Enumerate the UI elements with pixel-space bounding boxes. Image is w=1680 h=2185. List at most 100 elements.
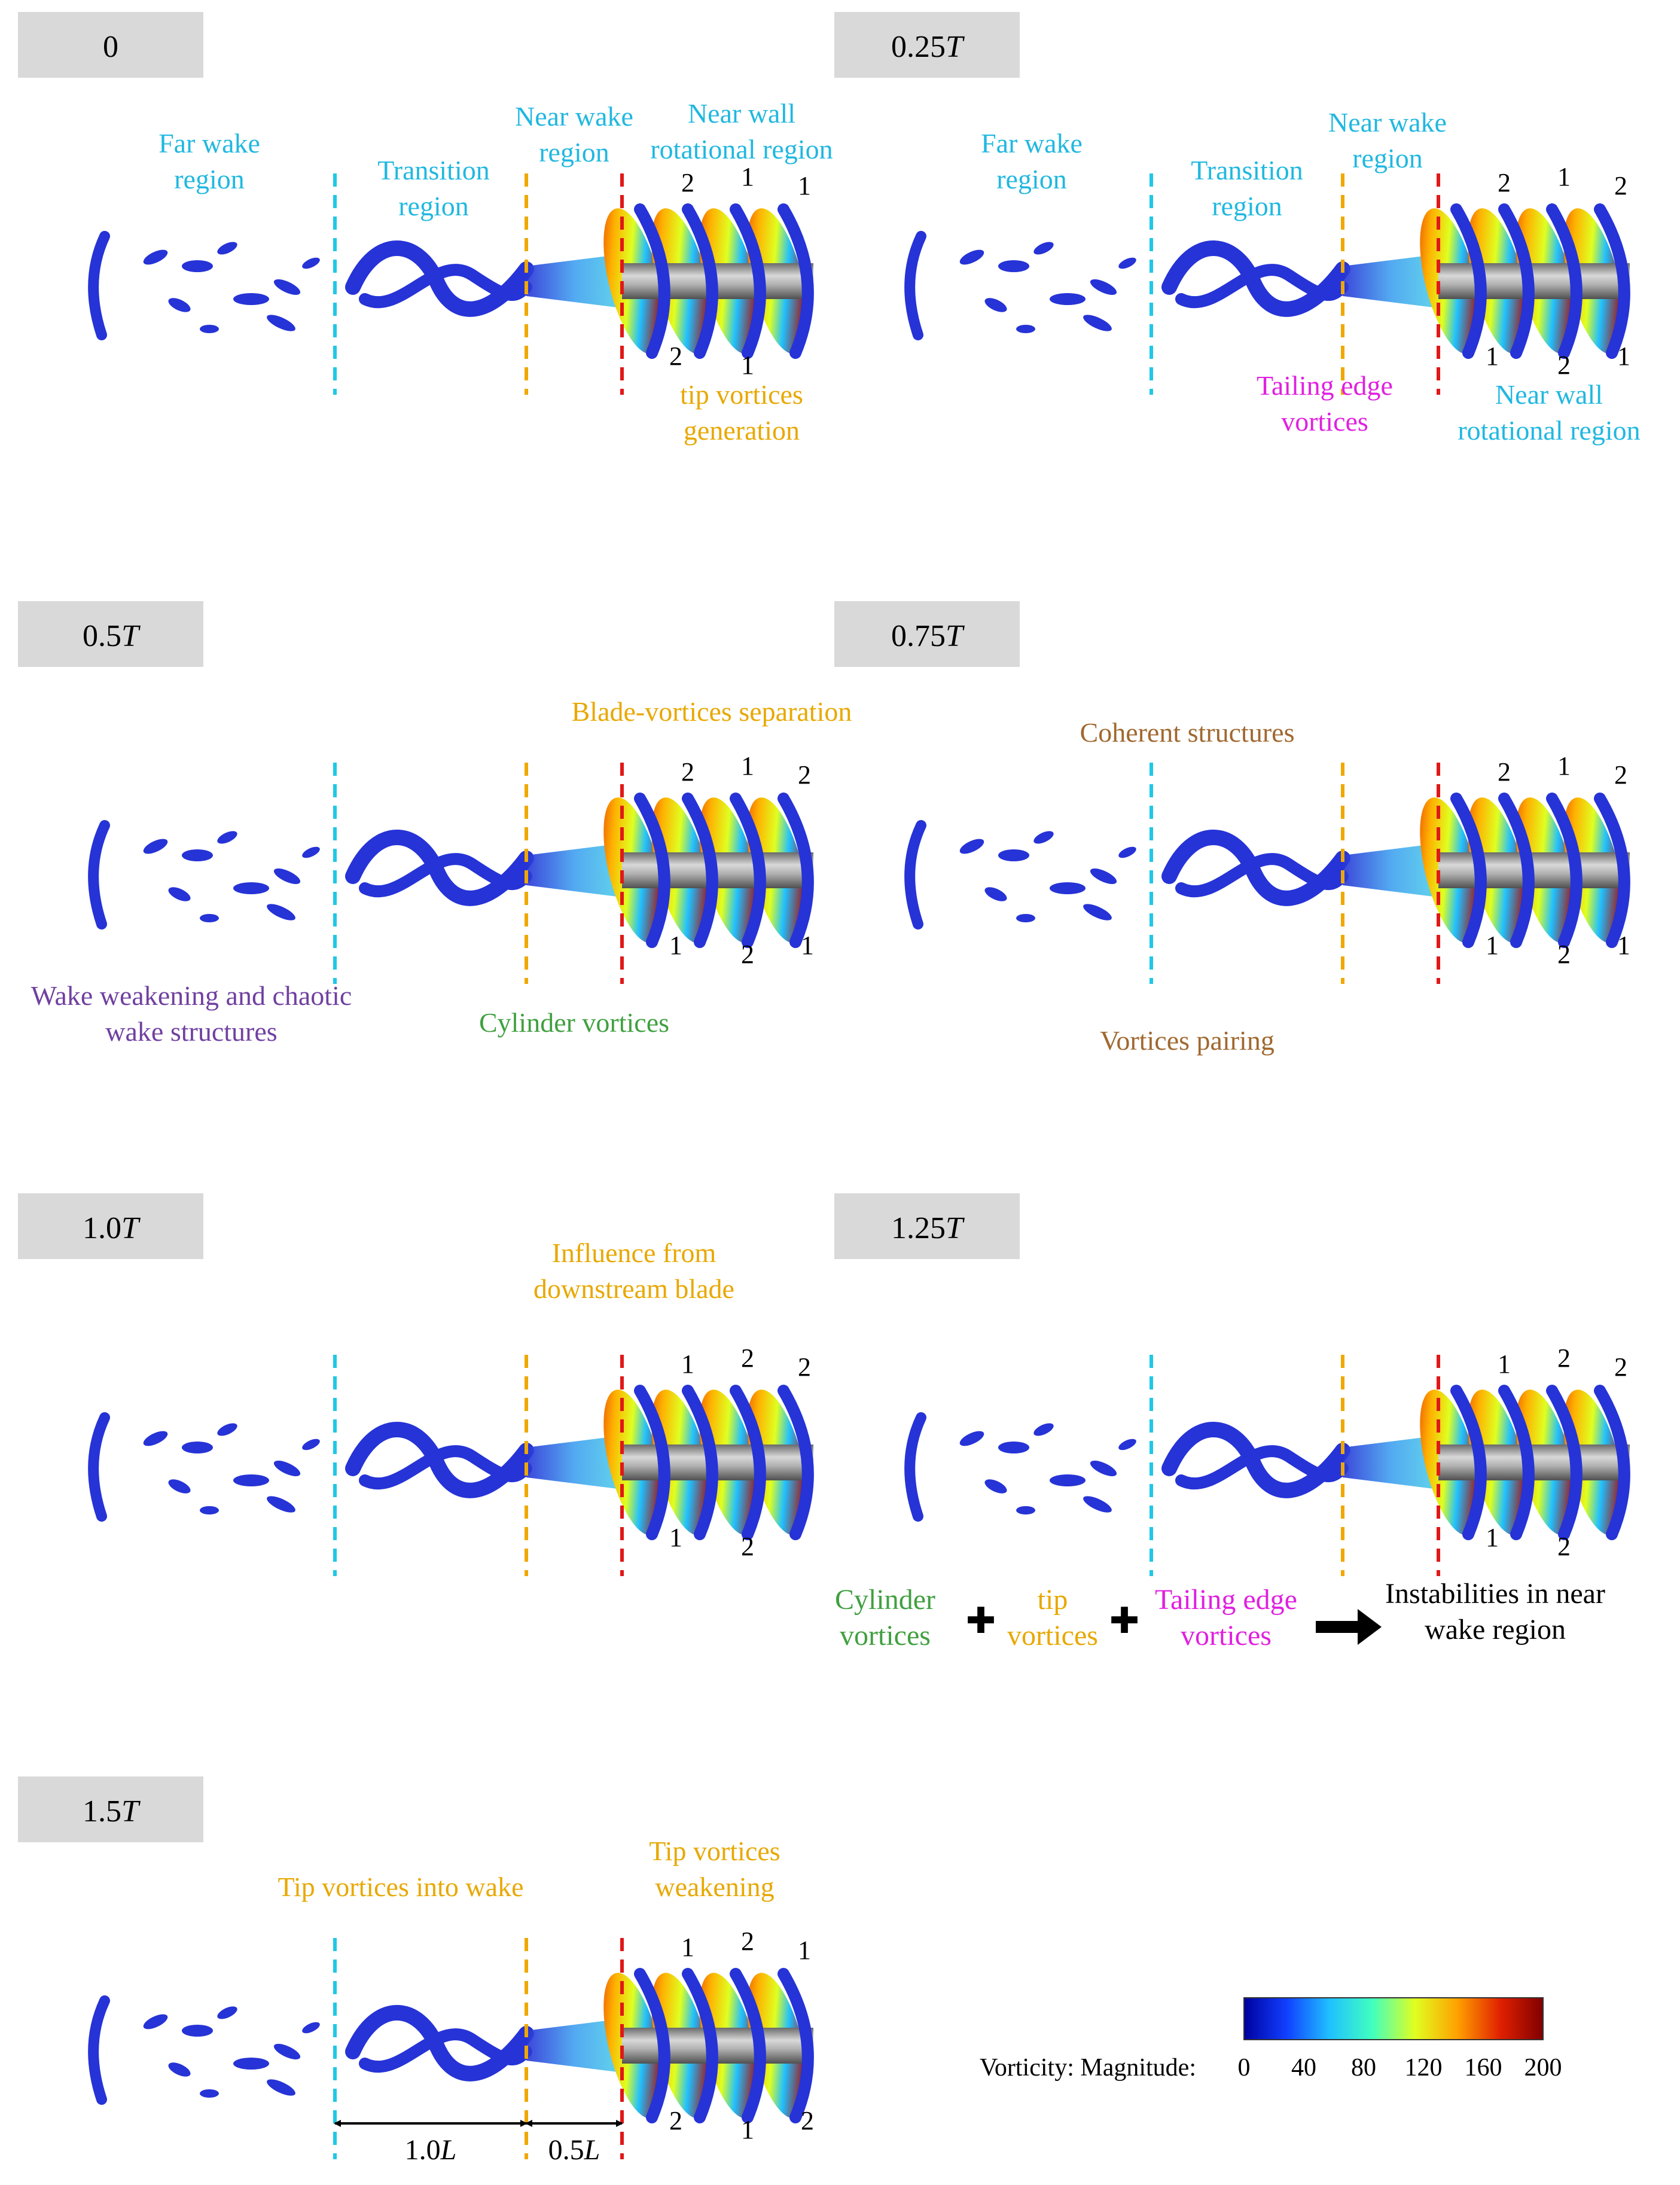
- far-wake-blob: [168, 298, 191, 312]
- panel-p075: 0.75T 2 1 2 1 2 1 Coherent structures Vortices p…: [834, 601, 1630, 1056]
- panel-p025: 0.25T 2 1 2 1 2 1 Far wake region Transition regio…: [834, 12, 1641, 446]
- eq-result: wake region: [1425, 1614, 1566, 1645]
- colorbar-tick: 0: [1238, 2054, 1251, 2082]
- tip-vortex-helix: [682, 203, 718, 359]
- near-wake-structure: [526, 1436, 622, 1489]
- blade-number: 1: [741, 162, 754, 191]
- blade-number: 1: [669, 931, 682, 960]
- time-label: 0.75T: [891, 619, 965, 653]
- far-wake-blob: [1033, 831, 1054, 844]
- dim-label-1: 1.0L: [405, 2134, 457, 2166]
- eq-term-cylinder: Cylinder: [835, 1584, 935, 1616]
- blade-number: 2: [1614, 1352, 1627, 1382]
- far-wake-arc: [88, 1995, 110, 2105]
- panel-p125: 1.25T 1 2 2 1 2: [834, 1193, 1630, 1576]
- far-wake-blob: [302, 2022, 320, 2034]
- region-label: Transition: [377, 155, 489, 185]
- tip-vortex-helix: [1450, 793, 1487, 948]
- tip-vortex-helix: [682, 1385, 718, 1540]
- time-tab: [18, 12, 203, 78]
- time-tab: [834, 601, 1020, 667]
- far-wake-blob: [984, 1479, 1007, 1494]
- far-wake-blob: [1050, 293, 1086, 305]
- region-label: wake structures: [105, 1016, 277, 1047]
- region-label: Influence from: [552, 1238, 716, 1268]
- blade-number: 1: [1557, 162, 1571, 191]
- far-wake-blob: [168, 2062, 191, 2077]
- far-wake-blob: [1118, 1439, 1136, 1450]
- near-wake-structure: [526, 2019, 622, 2073]
- far-wake-blob: [143, 839, 168, 854]
- far-wake-arc: [88, 231, 110, 340]
- tip-vortex-helix: [634, 793, 670, 948]
- tip-vortex-helix: [730, 203, 766, 359]
- tip-vortex-helix: [1594, 793, 1630, 948]
- region-label: Coherent structures: [1080, 717, 1295, 748]
- tip-vortex-helix: [730, 793, 766, 948]
- time-tab: [18, 1776, 203, 1842]
- tip-vortex-helix: [778, 1968, 814, 2123]
- transition-vortex-tube: [359, 2028, 532, 2073]
- region-label: weakening: [655, 1872, 774, 1902]
- far-wake-blob: [233, 293, 269, 305]
- transition-vortex-tube: [1175, 1445, 1349, 1490]
- eq-term-tip: vortices: [1007, 1620, 1098, 1651]
- far-wake-blob: [302, 257, 320, 269]
- region-label: region: [1352, 143, 1423, 173]
- tip-vortex-helix: [1546, 203, 1583, 359]
- eq-term-cylinder: vortices: [840, 1620, 931, 1651]
- blade-number: 1: [1617, 931, 1630, 960]
- region-label: Near wake: [1328, 107, 1447, 138]
- far-wake-blob: [200, 2089, 219, 2098]
- blade-number: 2: [1557, 351, 1571, 380]
- tip-vortex-helix: [730, 1968, 766, 2123]
- far-wake-blob: [143, 1431, 168, 1446]
- tip-vortex-helix: [634, 1385, 670, 1540]
- region-label: Near wall: [688, 98, 795, 129]
- region-label: region: [398, 191, 469, 221]
- result-arrow-icon: [1316, 1609, 1382, 1645]
- far-wake-arc: [904, 1412, 926, 1522]
- time-tab: [834, 12, 1020, 78]
- far-wake-blob: [302, 846, 320, 858]
- far-wake-blob: [143, 2014, 168, 2029]
- region-label: Transition: [1191, 155, 1303, 185]
- far-wake-blob: [267, 1496, 295, 1513]
- time-label: 1.5T: [83, 1794, 141, 1829]
- far-wake-blob: [233, 2058, 269, 2070]
- region-label: generation: [684, 415, 800, 446]
- time-label: 0: [103, 30, 118, 64]
- colorbar-tick: 200: [1524, 2054, 1562, 2082]
- region-label: Vortices pairing: [1100, 1025, 1275, 1056]
- far-wake-blob: [959, 1431, 984, 1446]
- far-wake-blob: [1083, 904, 1112, 921]
- blade-number: 1: [741, 2115, 754, 2144]
- region-label: downstream blade: [533, 1273, 734, 1304]
- eq-term-tip: tip: [1038, 1584, 1068, 1616]
- blade-number: 2: [681, 757, 694, 787]
- far-wake-blob: [1016, 325, 1035, 333]
- far-wake-blob: [1083, 1496, 1112, 1513]
- far-wake-arc: [88, 820, 110, 930]
- transition-vortex-tube: [1175, 264, 1349, 309]
- tip-vortex-helix: [1594, 1385, 1630, 1540]
- blade-number: 1: [798, 171, 811, 200]
- eq-result: Instabilities in near: [1385, 1578, 1605, 1610]
- blade-number: 2: [801, 2106, 814, 2135]
- time-tab: [834, 1193, 1020, 1259]
- blade-number: 2: [1614, 171, 1627, 200]
- time-tab: [18, 601, 203, 667]
- blade-number: 2: [798, 1352, 811, 1382]
- blade-number: 1: [1557, 751, 1571, 781]
- far-wake-blob: [233, 882, 269, 894]
- far-wake-blob: [217, 242, 237, 255]
- colorbar: [1243, 1997, 1544, 2040]
- far-wake-blob: [168, 887, 191, 901]
- tip-vortex-helix: [1450, 203, 1487, 359]
- region-label: region: [539, 137, 609, 167]
- region-label: Tip vortices into wake: [278, 1872, 524, 1902]
- far-wake-blob: [1016, 914, 1035, 922]
- far-wake-blob: [233, 1474, 269, 1486]
- region-label: Cylinder vortices: [479, 1007, 669, 1038]
- region-label: region: [996, 164, 1067, 194]
